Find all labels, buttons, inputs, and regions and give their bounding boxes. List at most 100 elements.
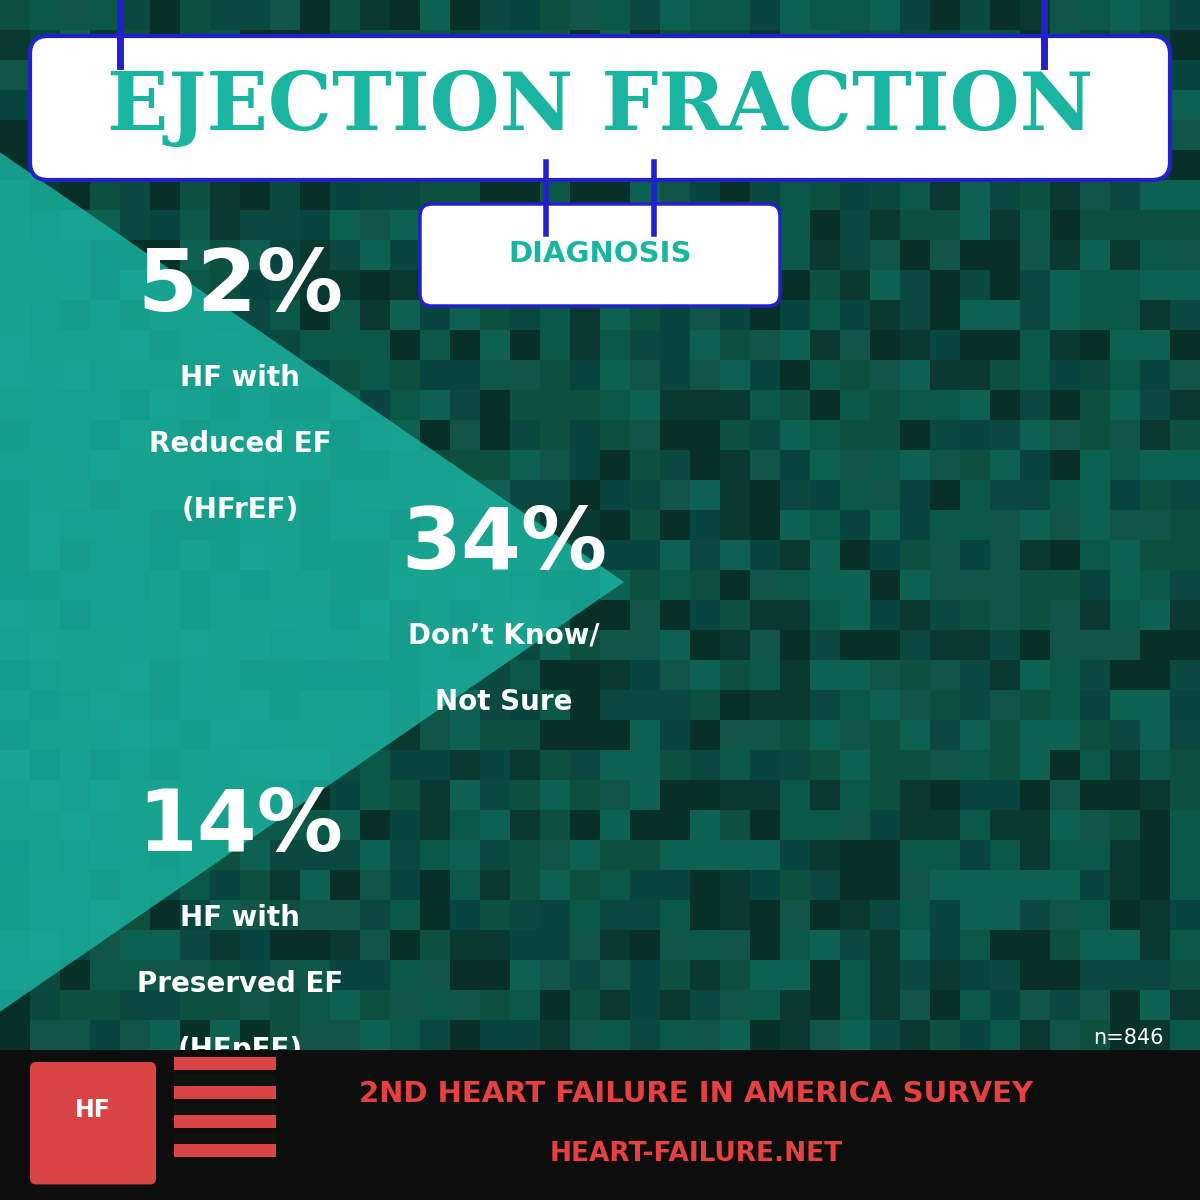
- Text: EJECTION FRACTION: EJECTION FRACTION: [107, 68, 1093, 146]
- Bar: [600, 330, 630, 360]
- Bar: [1020, 810, 1050, 840]
- Bar: [690, 330, 720, 360]
- Bar: [174, 1057, 276, 1070]
- Bar: [210, 1170, 240, 1200]
- Bar: [690, 60, 720, 90]
- Bar: [1170, 30, 1200, 60]
- Bar: [180, 1110, 210, 1140]
- Bar: [690, 1170, 720, 1200]
- Text: n=846: n=846: [1093, 1028, 1164, 1048]
- Bar: [420, 1170, 450, 1200]
- Bar: [420, 780, 450, 810]
- Bar: [60, 990, 90, 1020]
- Bar: [150, 300, 180, 330]
- Bar: [630, 870, 660, 900]
- Bar: [150, 270, 180, 300]
- Bar: [1140, 600, 1170, 630]
- Bar: [510, 720, 540, 750]
- Bar: [1110, 750, 1140, 780]
- Bar: [180, 660, 210, 690]
- Bar: [30, 630, 60, 660]
- Bar: [900, 570, 930, 600]
- Bar: [630, 780, 660, 810]
- Bar: [300, 780, 330, 810]
- Bar: [690, 420, 720, 450]
- Bar: [210, 360, 240, 390]
- Bar: [1140, 30, 1170, 60]
- Bar: [660, 90, 690, 120]
- Bar: [330, 300, 360, 330]
- Bar: [540, 570, 570, 600]
- Bar: [120, 390, 150, 420]
- Bar: [390, 330, 420, 360]
- Bar: [420, 1140, 450, 1170]
- Bar: [570, 870, 600, 900]
- Bar: [240, 570, 270, 600]
- Bar: [180, 240, 210, 270]
- Bar: [0, 180, 30, 210]
- Bar: [870, 120, 900, 150]
- Bar: [1110, 720, 1140, 750]
- Bar: [300, 240, 330, 270]
- Bar: [660, 480, 690, 510]
- Bar: [960, 1110, 990, 1140]
- Bar: [630, 390, 660, 420]
- Text: HF with: HF with: [180, 904, 300, 932]
- Bar: [930, 930, 960, 960]
- Bar: [0, 900, 30, 930]
- Text: 52%: 52%: [137, 246, 343, 330]
- Bar: [480, 180, 510, 210]
- Bar: [60, 60, 90, 90]
- Bar: [90, 690, 120, 720]
- Bar: [480, 60, 510, 90]
- Bar: [360, 30, 390, 60]
- Bar: [660, 540, 690, 570]
- Bar: [210, 150, 240, 180]
- Bar: [30, 720, 60, 750]
- Bar: [990, 360, 1020, 390]
- Bar: [1050, 720, 1080, 750]
- Bar: [330, 90, 360, 120]
- Bar: [450, 1050, 480, 1080]
- Bar: [1110, 510, 1140, 540]
- Bar: [480, 540, 510, 570]
- Bar: [690, 840, 720, 870]
- Bar: [480, 1140, 510, 1170]
- Bar: [1110, 870, 1140, 900]
- Bar: [360, 1080, 390, 1110]
- Bar: [300, 720, 330, 750]
- Bar: [420, 630, 450, 660]
- Bar: [420, 450, 450, 480]
- Bar: [420, 270, 450, 300]
- Bar: [1020, 150, 1050, 180]
- Bar: [540, 1050, 570, 1080]
- Bar: [150, 1050, 180, 1080]
- Bar: [30, 120, 60, 150]
- Bar: [930, 540, 960, 570]
- Bar: [30, 480, 60, 510]
- Bar: [240, 1140, 270, 1170]
- Bar: [540, 660, 570, 690]
- Bar: [120, 870, 150, 900]
- Bar: [360, 510, 390, 540]
- Bar: [780, 240, 810, 270]
- Bar: [960, 420, 990, 450]
- Bar: [1140, 0, 1170, 30]
- Bar: [1170, 300, 1200, 330]
- Bar: [900, 30, 930, 60]
- Bar: [1020, 1140, 1050, 1170]
- Bar: [690, 1140, 720, 1170]
- Bar: [330, 600, 360, 630]
- Bar: [510, 1140, 540, 1170]
- Bar: [150, 750, 180, 780]
- Bar: [960, 960, 990, 990]
- Bar: [210, 180, 240, 210]
- Bar: [930, 840, 960, 870]
- Bar: [1110, 930, 1140, 960]
- Bar: [660, 780, 690, 810]
- Bar: [780, 570, 810, 600]
- Bar: [630, 210, 660, 240]
- Bar: [1020, 420, 1050, 450]
- Bar: [150, 480, 180, 510]
- Bar: [810, 1110, 840, 1140]
